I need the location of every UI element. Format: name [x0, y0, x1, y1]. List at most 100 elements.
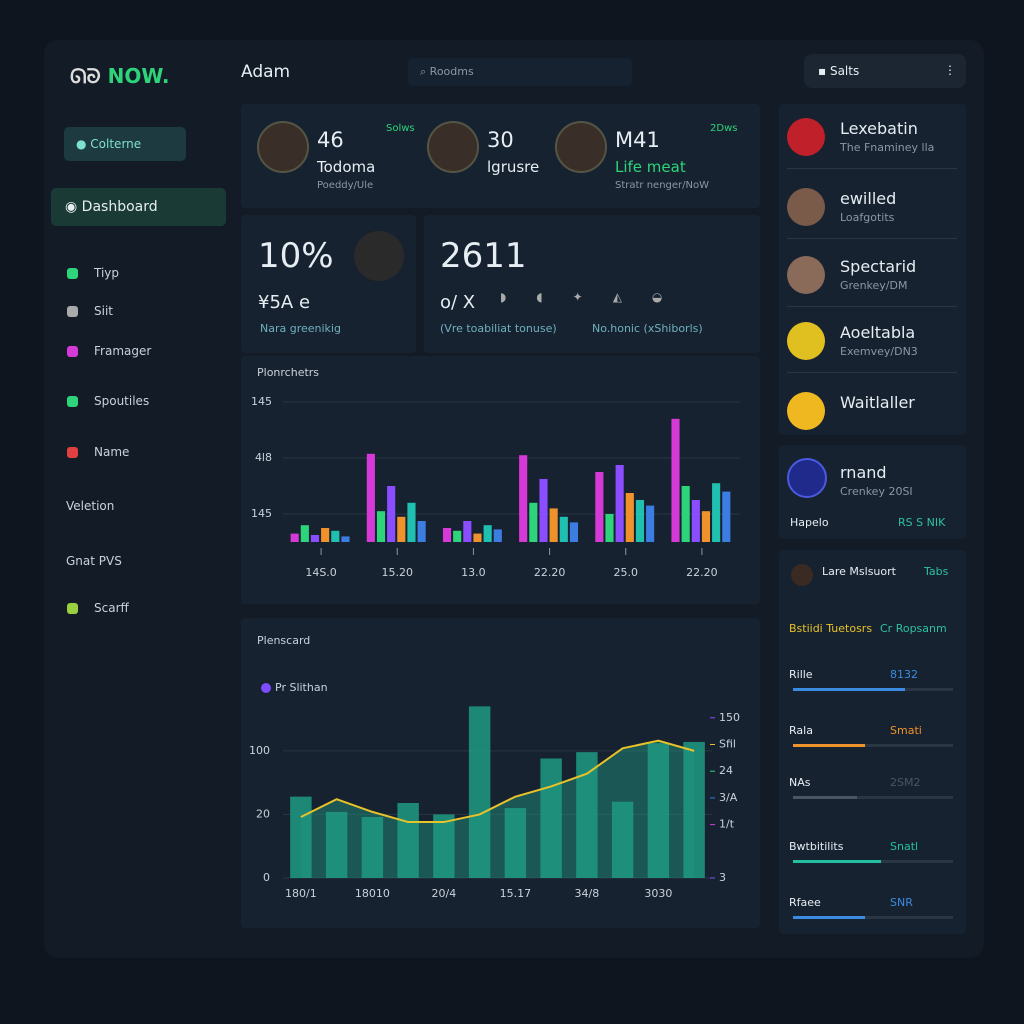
bar	[433, 814, 455, 878]
stat-tag: Solws	[386, 123, 415, 134]
header-button[interactable]: ▪ Salts ⋮	[804, 54, 966, 88]
bar	[483, 525, 492, 542]
kpi-value: 10%	[258, 236, 334, 276]
bar	[407, 502, 416, 542]
nav-icon	[67, 268, 78, 279]
nav-item[interactable]: Name	[94, 445, 130, 459]
bar	[310, 535, 320, 542]
progress-bar	[793, 860, 881, 863]
nav-icon	[67, 447, 78, 458]
bar	[529, 502, 538, 542]
bar	[576, 752, 598, 878]
stat-label: lgrusre	[487, 158, 540, 176]
nav-item[interactable]: Scarff	[94, 601, 129, 615]
x-tick-label: 34/8	[575, 887, 600, 900]
stat-avatar	[555, 121, 607, 173]
sidebar-top[interactable]: ● Colterne	[64, 127, 186, 161]
task-value: Smati	[890, 724, 922, 737]
stat-label: Todoma	[317, 158, 376, 176]
nav-item[interactable]: Tiyp	[94, 266, 120, 280]
y-tick-label: 20	[256, 807, 270, 820]
y2-tick-label: 3/A	[719, 791, 738, 804]
nav-item[interactable]: Siit	[94, 304, 113, 318]
track	[793, 916, 953, 919]
kpi-card	[424, 215, 760, 353]
chart-title: Plenscard	[257, 634, 310, 647]
button-text: Salts	[829, 64, 860, 78]
task-value: 2SM2	[890, 776, 921, 789]
search-text: Roodms	[429, 65, 474, 78]
contact-sub: Grenkey/DM	[840, 279, 908, 292]
feature-name: rnand	[840, 463, 887, 482]
y2-tick-label: 1/t	[719, 818, 735, 831]
contact-name[interactable]: Waitlaller	[840, 393, 915, 412]
search[interactable]: ⌕ Roodms	[408, 58, 632, 86]
tasks-card	[779, 550, 966, 934]
sidebar-top-text: Colterne	[90, 137, 142, 151]
bar	[611, 801, 634, 878]
x-tick-label: 13.0	[461, 566, 486, 579]
bar	[595, 472, 604, 542]
bar	[331, 530, 340, 542]
brand: NOW.	[107, 64, 170, 88]
task-value: Snatl	[890, 840, 919, 853]
stat-avatar	[427, 121, 479, 173]
contact-avatar	[787, 118, 825, 156]
separator	[787, 238, 957, 239]
nav-item[interactable]: Spoutiles	[94, 394, 150, 408]
bar	[397, 516, 406, 542]
task-tab[interactable]: Cr Ropsanm	[880, 622, 947, 635]
contact-sub: Loafgotits	[840, 211, 895, 224]
nav-item[interactable]: Framager	[94, 344, 152, 358]
y-tick-label: 0	[263, 871, 270, 884]
x-tick-label: 15.20	[382, 566, 414, 579]
bar	[417, 521, 426, 542]
nav-item[interactable]: Gnat PVS	[66, 554, 122, 568]
contact-name[interactable]: Aoeltabla	[840, 323, 916, 342]
stat-avatar	[257, 121, 309, 173]
task-name: Bwtbitilits	[789, 840, 844, 853]
feature-label: Hapelo	[790, 516, 829, 529]
x-tick-label: 15.17	[500, 887, 532, 900]
feature-sub: Crenkey 20SI	[840, 485, 913, 498]
bar	[366, 453, 375, 542]
bar	[647, 743, 670, 878]
contact-name[interactable]: Spectarid	[840, 257, 917, 276]
user-name: Adam	[241, 62, 291, 82]
progress-bar	[793, 916, 865, 919]
nav-icon	[67, 396, 78, 407]
bar	[559, 516, 568, 542]
sidebar-current-text: Dashboard	[81, 199, 158, 215]
bar	[468, 706, 491, 878]
contact-name[interactable]: Lexebatin	[840, 119, 918, 138]
kpi-note: No.honic (xShiborls)	[592, 322, 703, 335]
bar	[569, 522, 579, 542]
contact-avatar	[787, 188, 825, 226]
x-tick-label: 22.20	[686, 566, 718, 579]
bar	[712, 483, 721, 542]
bar	[361, 816, 384, 878]
nav-item[interactable]: Veletion	[66, 499, 115, 513]
bar	[442, 528, 452, 542]
bar	[635, 500, 645, 542]
bar	[539, 479, 548, 542]
bar	[325, 811, 348, 878]
y2-tick-label: Sfil	[719, 738, 736, 751]
x-tick-label: 22.20	[534, 566, 566, 579]
stat-value: 30	[487, 128, 514, 152]
bar	[493, 529, 502, 542]
contact-name[interactable]: ewilled	[840, 189, 897, 208]
y2-tick-label: 24	[719, 764, 733, 777]
bar	[290, 533, 299, 542]
task-tab[interactable]: Bstiidi Tuetosrs	[789, 622, 873, 635]
bar	[615, 465, 624, 542]
stat-sub: Stratr nenger/NoW	[615, 180, 710, 191]
stat-value: 46	[317, 128, 344, 152]
stat-tag: 2Dws	[710, 123, 738, 134]
kpi-note: Nara greenikig	[260, 322, 341, 335]
legend-label: Pr Slithan	[275, 681, 328, 694]
line	[300, 739, 695, 824]
sidebar-current[interactable]: ◉ Dashboard	[51, 188, 226, 226]
task-link[interactable]: Tabs	[924, 565, 949, 578]
